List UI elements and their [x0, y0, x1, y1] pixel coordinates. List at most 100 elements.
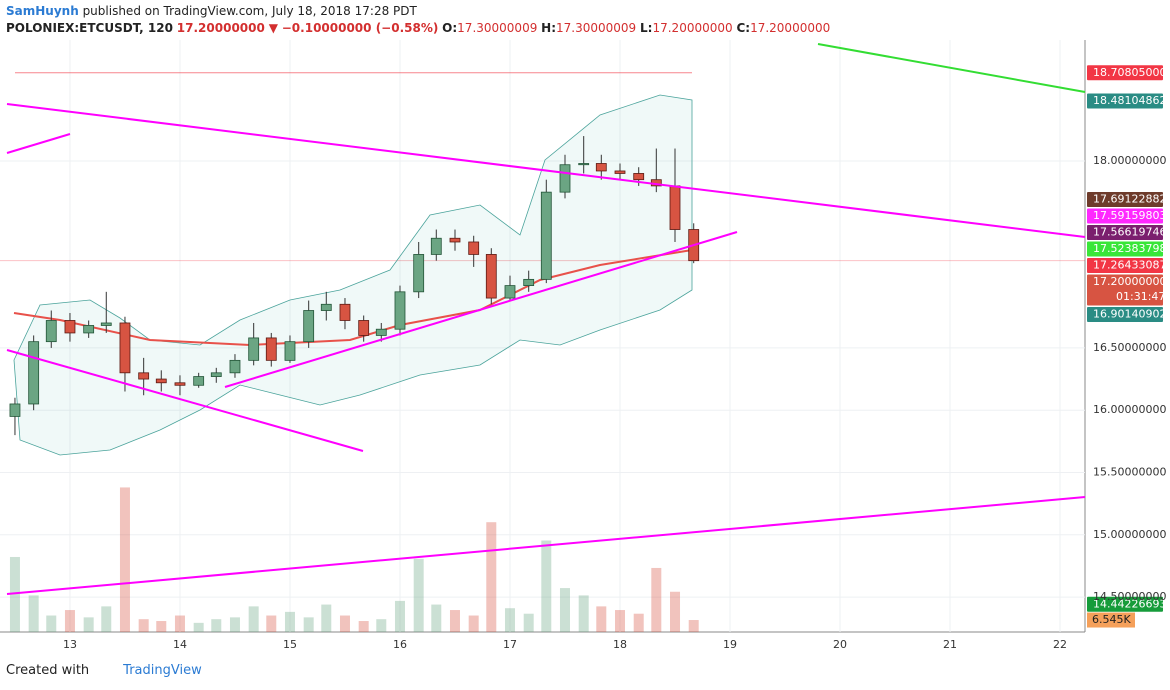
price-tag-label: 18.70805000: [1093, 66, 1166, 79]
volume-bar: [266, 615, 277, 632]
volume-bar: [449, 610, 460, 632]
volume-bar: [559, 588, 570, 632]
x-tick-label: 18: [613, 638, 627, 651]
candle-body: [229, 359, 241, 374]
volume-bar: [413, 558, 424, 632]
volume-bar: [303, 617, 314, 632]
candle-body: [669, 185, 681, 230]
moving-average: [13, 249, 693, 347]
volume-bar: [284, 611, 295, 632]
price-tag: [1087, 306, 1163, 322]
volume-bar: [101, 606, 112, 632]
volume-bar: [193, 622, 204, 632]
price-tag: [1087, 224, 1163, 240]
candle-body: [64, 320, 76, 334]
volume-bar: [174, 615, 185, 632]
price-tag: [1087, 93, 1163, 109]
volume-bar: [28, 595, 39, 632]
candle-body: [193, 376, 205, 386]
ohlc-line: POLONIEX:ETCUSDT, 120 17.20000000 ▼ −0.1…: [6, 20, 830, 37]
x-tick-label: 16: [393, 638, 407, 651]
trend-line: [817, 43, 1086, 93]
h-label: H:: [541, 21, 557, 35]
volume-tag: [1087, 612, 1135, 628]
volume-bar: [431, 604, 442, 632]
candle-body: [9, 403, 21, 417]
bollinger-band: [13, 94, 693, 456]
candle-body: [248, 337, 260, 361]
y-tick-label: 16.00000000: [1093, 403, 1166, 416]
trend-line: [6, 103, 1086, 238]
candle-body: [138, 372, 150, 380]
candle-body: [100, 322, 112, 326]
volume-bar: [321, 604, 332, 632]
volume-bar: [248, 606, 259, 632]
author[interactable]: SamHuynh: [6, 4, 79, 18]
candle-body: [578, 163, 590, 166]
volume-bar: [486, 522, 497, 632]
trend-line: [6, 496, 1086, 595]
x-tick-label: 20: [833, 638, 847, 651]
trend-line: [6, 133, 71, 154]
candle-body: [210, 372, 222, 377]
publish-line: SamHuynh published on TradingView.com, J…: [6, 3, 830, 20]
volume-bar: [138, 619, 149, 632]
candle-body: [339, 303, 351, 321]
price-tag-label: 18.48104862: [1093, 94, 1166, 107]
volume-bar: [651, 567, 662, 632]
volume-layer: [9, 487, 699, 632]
price-tag-label: 16.90140902: [1093, 307, 1166, 320]
volume-bar: [119, 487, 130, 632]
volume-bar: [83, 617, 94, 632]
volume-bar: [9, 556, 20, 632]
volume-bar: [670, 591, 681, 632]
candle-body: [284, 341, 296, 361]
volume-bar: [578, 595, 589, 632]
x-tick-label: 21: [943, 638, 957, 651]
x-tick-label: 17: [503, 638, 517, 651]
candle-body: [595, 163, 607, 172]
candle-body: [45, 320, 57, 343]
candle-body: [413, 254, 425, 293]
volume-bar: [358, 621, 369, 632]
trend-line: [6, 349, 364, 452]
price-tag-label: 17.20000000: [1093, 275, 1166, 288]
price-tags: 18.70805000 18.48104862 17.69122882 17.5915…: [1087, 65, 1166, 628]
candle-body: [174, 382, 186, 386]
chart: 18.70805000 18.48104862 17.69122882 17.5915…: [0, 40, 1166, 651]
y-tick-label: 18.00000000: [1093, 154, 1166, 167]
o-label: O:: [442, 21, 458, 35]
volume-bar: [523, 613, 534, 632]
down-arrow: ▼: [268, 21, 278, 35]
header: SamHuynh published on TradingView.com, J…: [6, 3, 830, 37]
x-tick-label: 13: [63, 638, 77, 651]
footer: Created with TradingView: [6, 663, 202, 678]
candle-body: [265, 337, 277, 361]
volume-bar: [504, 608, 515, 632]
volume-bar: [468, 615, 479, 632]
volume-tag-label: 6.545K: [1092, 613, 1131, 626]
price-tag: [1087, 191, 1163, 207]
price-tag: [1087, 65, 1163, 81]
symbol: POLONIEX:ETCUSDT, 120: [6, 21, 173, 35]
candle-body: [155, 378, 167, 384]
brand[interactable]: TradingView: [123, 663, 202, 678]
published: published on TradingView.com, July 18, 2…: [78, 4, 417, 18]
volume-bar: [688, 620, 699, 632]
candle-body: [523, 278, 535, 286]
x-tick-label: 14: [173, 638, 187, 651]
price-tag-label: 17.56619746: [1093, 225, 1166, 238]
volume-bar: [339, 615, 350, 632]
trend-line: [224, 231, 738, 388]
candle-body: [504, 285, 516, 299]
candle-body: [320, 303, 332, 311]
c-label: C:: [736, 21, 751, 35]
price-tag-label: 17.26433087: [1093, 258, 1166, 271]
volume-bar: [633, 613, 644, 632]
candle-body: [119, 322, 131, 374]
y-tick-label: 15.50000000: [1093, 466, 1166, 479]
x-tick-label: 15: [283, 638, 297, 651]
volume-bar: [46, 615, 57, 632]
candle-body: [430, 237, 442, 255]
high: 17.30000009: [556, 21, 637, 35]
